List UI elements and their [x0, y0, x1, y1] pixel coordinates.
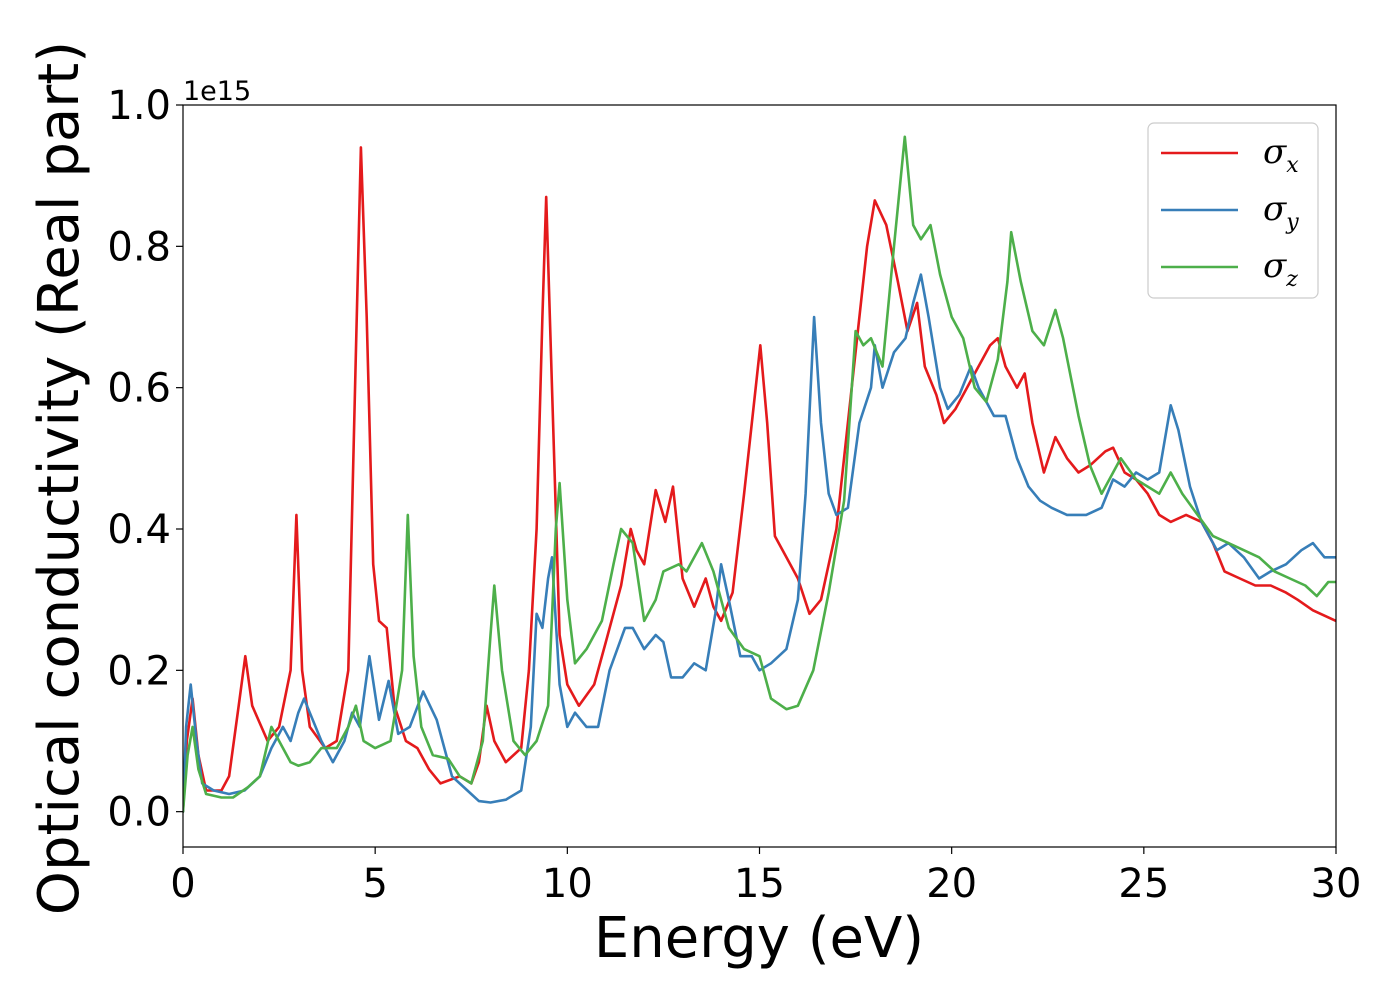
- legend-symbol: σ: [1263, 189, 1287, 229]
- legend-subscript: x: [1286, 153, 1299, 178]
- legend-symbol: σ: [1263, 246, 1287, 286]
- y-tick-label: 0.8: [107, 224, 171, 270]
- x-tick-label: 10: [542, 861, 593, 907]
- x-axis-title: Energy (eV): [594, 906, 924, 971]
- x-axis-ticks: 0 5 10 15 20 25 30: [170, 847, 1361, 907]
- series-layer: [183, 135, 1336, 813]
- x-tick-label: 15: [734, 861, 785, 907]
- legend-label-z: σz: [1263, 246, 1298, 292]
- y-tick-label: 0.6: [107, 366, 171, 412]
- x-tick-label: 25: [1118, 861, 1169, 907]
- x-tick-label: 30: [1311, 861, 1362, 907]
- y-tick-label: 0.4: [107, 507, 171, 553]
- y-tick-label: 0.2: [107, 648, 171, 694]
- legend-label-y: σy: [1263, 189, 1299, 235]
- y-axis-title: Optical conductivity (Real part): [27, 41, 92, 915]
- legend-subscript: y: [1285, 210, 1299, 235]
- series-line-z: [183, 135, 1336, 813]
- x-tick-label: 0: [170, 861, 195, 907]
- legend-subscript: z: [1285, 267, 1298, 292]
- series-line-x: [183, 146, 1336, 813]
- legend-label-x: σx: [1263, 132, 1299, 178]
- y-tick-label: 0.0: [107, 790, 171, 836]
- y-offset-label: 1e15: [183, 76, 251, 107]
- y-axis-ticks: 0.0 0.2 0.4 0.6 0.8 1.0: [107, 83, 183, 836]
- plot-frame: [182, 104, 1337, 848]
- y-tick-label: 1.0: [107, 83, 171, 129]
- x-tick-label: 5: [362, 861, 387, 907]
- series-line-y: [183, 273, 1336, 813]
- legend-symbol: σ: [1263, 132, 1287, 172]
- x-tick-label: 20: [926, 861, 977, 907]
